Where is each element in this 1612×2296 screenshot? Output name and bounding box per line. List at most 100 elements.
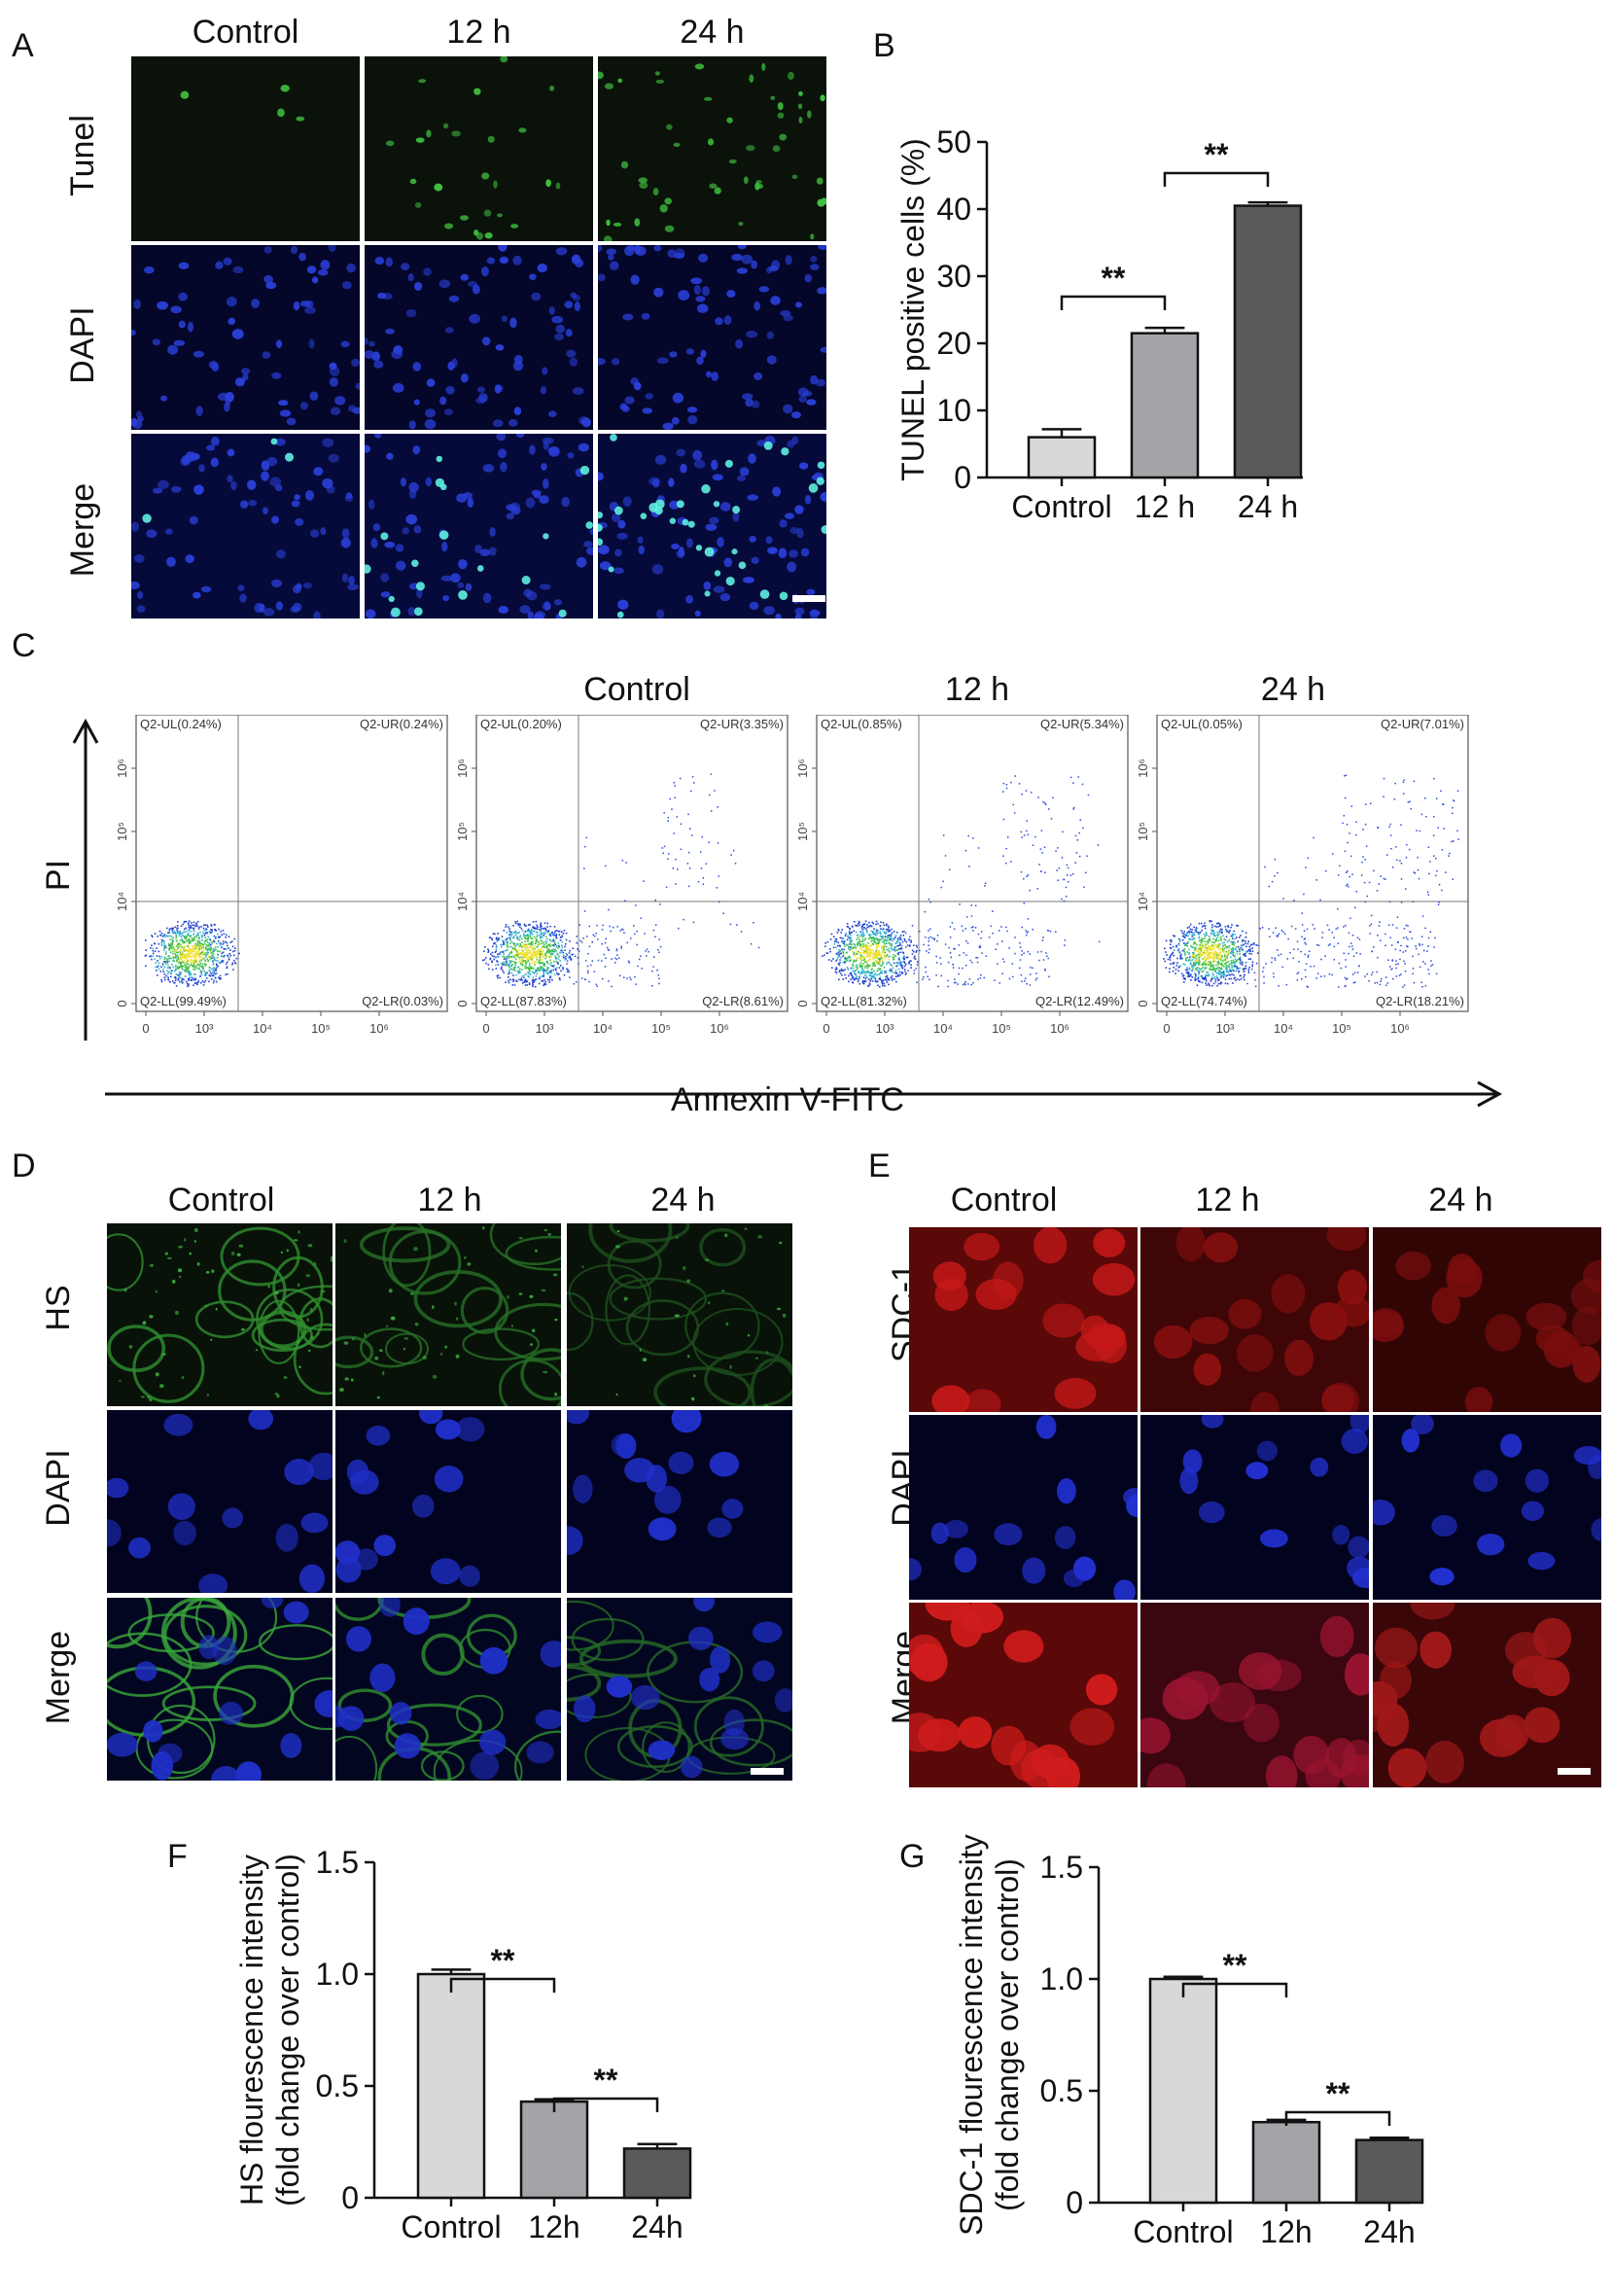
category-label: 12h: [1260, 2214, 1312, 2249]
quadrant-label-ul: Q2-UL(0.85%): [821, 717, 902, 731]
flow-y-tick: 0: [455, 1000, 470, 1007]
flow-y-tick: 10⁴: [455, 892, 470, 911]
flow-x-tick: 10⁵: [311, 1021, 331, 1036]
panel-a-col-12h: 12 h: [446, 14, 511, 51]
panel-a-micrograph: [131, 245, 360, 430]
flow-y-tick: 10⁶: [115, 759, 129, 778]
quadrant-label-ul: Q2-UL(0.05%): [1161, 717, 1243, 731]
flow-x-tick: 10³: [536, 1021, 554, 1036]
quadrant-label-lr: Q2-LR(0.03%): [362, 994, 443, 1008]
category-label: Control: [1011, 489, 1111, 524]
panel-a-col-control: Control: [192, 14, 299, 51]
quadrant-label-ll: Q2-LL(87.83%): [480, 994, 567, 1008]
significance-bracket: [1284, 2110, 1391, 2126]
panel-a-col-24h: 24 h: [680, 14, 745, 51]
scale-bar-a: [792, 595, 825, 602]
y-tick-label: 20: [936, 326, 971, 361]
quadrant-label-lr: Q2-LR(12.49%): [1035, 994, 1124, 1008]
scale-bar-d: [751, 1768, 784, 1775]
flow-x-tick: 10⁴: [593, 1021, 613, 1036]
panel-d-dapi-micrograph: [107, 1410, 333, 1593]
panel-e-col-12h: 12 h: [1195, 1182, 1260, 1219]
flow-y-tick: 10⁵: [455, 822, 470, 841]
quadrant-label-ur: Q2-UR(7.01%): [1381, 717, 1464, 731]
bar: [416, 1972, 486, 2200]
significance-label: **: [491, 1943, 515, 1978]
y-tick-label: 40: [936, 192, 971, 227]
panel-c-col-24h: 24 h: [1260, 671, 1326, 708]
panel-d-row-hs: HS: [40, 1285, 77, 1331]
scale-bar-e: [1558, 1768, 1591, 1775]
panel-label-b: B: [873, 27, 895, 64]
flow-x-tick: 0: [823, 1021, 829, 1036]
flow-x-tick: 10⁶: [1050, 1021, 1069, 1036]
panel-label-a: A: [12, 27, 34, 64]
flow-x-tick: 10⁴: [1274, 1021, 1293, 1036]
y-tick-label: 50: [936, 124, 971, 159]
flow-x-tick: 10⁶: [710, 1021, 729, 1036]
flow-x-tick: 10⁵: [651, 1021, 671, 1036]
significance-label: **: [1326, 2076, 1350, 2111]
y-tick-label: 1.0: [316, 1957, 359, 1992]
y-tick-label: 0: [1066, 2185, 1083, 2220]
significance-label: **: [1205, 137, 1229, 172]
significance-bracket: [1181, 1982, 1288, 1997]
panel-e-sdc1-micrograph: [1373, 1227, 1601, 1412]
flow-y-tick: 10⁵: [115, 822, 129, 841]
panel-a-micrograph: [365, 245, 593, 430]
flow-y-tick: 0: [115, 1000, 129, 1007]
panel-c-y-label: PI: [40, 859, 77, 892]
bar: [1027, 436, 1097, 479]
panel-d-col-24h: 24 h: [650, 1182, 716, 1219]
flow-y-tick: 10⁶: [455, 759, 470, 778]
y-axis-label: SDC-1 flourescence intensity: [954, 1834, 989, 2236]
panel-e-dapi-micrograph: [909, 1415, 1138, 1600]
panel-a-micrograph: [365, 56, 593, 241]
panel-b-bar-chart: 0 10 20 30 40 50 Control 12 h 24 h ** ** TUNEL posi…: [895, 124, 1303, 524]
flow-x-tick: 10⁶: [1390, 1021, 1410, 1036]
panel-label-f: F: [167, 1838, 188, 1875]
y-tick-label: 0.5: [316, 2068, 359, 2103]
category-label: 24h: [1363, 2214, 1415, 2249]
panel-label-g: G: [899, 1838, 926, 1875]
flow-plot: Q2-UL(0.20%) Q2-UR(3.35%) Q2-LL(87.83%) Q2-…: [455, 715, 788, 1036]
category-label: 12 h: [1135, 489, 1195, 524]
quadrant-label-ur: Q2-UR(0.24%): [360, 717, 443, 731]
significance-bracket: [552, 2097, 659, 2112]
panel-e-sdc1-micrograph: [909, 1227, 1138, 1412]
panel-label-c: C: [12, 627, 36, 664]
annexin-arrowhead-icon: [1477, 1080, 1503, 1108]
significance-label: **: [1223, 1948, 1247, 1983]
y-tick-label: 1.0: [1040, 1961, 1083, 1996]
panel-d-dapi-micrograph: [567, 1410, 792, 1593]
y-axis-label-2: (fold change over control): [270, 1854, 305, 2207]
flow-x-tick: 10³: [876, 1021, 894, 1036]
bar: [1251, 2120, 1321, 2205]
flow-x-tick: 10⁶: [369, 1021, 389, 1036]
bar: [1233, 204, 1303, 479]
flow-x-tick: 10³: [1216, 1021, 1235, 1036]
flow-x-tick: 0: [482, 1021, 489, 1036]
flow-y-tick: 10⁴: [115, 892, 129, 911]
panel-e-dapi-micrograph: [1373, 1415, 1601, 1600]
panel-f-bar-chart: 0 0.5 1.0 1.5 Control 12h 24h ** ** HS flourescen…: [234, 1845, 692, 2244]
y-tick-label: 30: [936, 259, 971, 294]
y-tick-label: 10: [936, 393, 971, 428]
significance-bracket: [1163, 171, 1270, 187]
flow-x-tick: 10⁴: [933, 1021, 953, 1036]
panel-a-row-dapi: DAPI: [64, 306, 101, 384]
panel-d-col-12h: 12 h: [417, 1182, 482, 1219]
category-label: 12h: [528, 2209, 579, 2244]
bar: [1354, 2138, 1424, 2205]
quadrant-label-ur: Q2-UR(3.35%): [700, 717, 784, 731]
panel-d-col-control: Control: [167, 1182, 275, 1219]
panel-e-dapi-micrograph: [1140, 1415, 1369, 1600]
y-tick-label: 1.5: [1040, 1850, 1083, 1885]
panel-e-merge-micrograph: [1140, 1603, 1369, 1787]
flow-y-tick: 0: [1136, 1000, 1150, 1007]
quadrant-label-ll: Q2-LL(74.74%): [1161, 994, 1247, 1008]
panel-g-bar-chart: 0 0.5 1.0 1.5 Control 12h 24h ** ** SDC-1 floures…: [954, 1834, 1424, 2249]
panel-c-col-control: Control: [583, 671, 690, 708]
category-label: Control: [401, 2209, 501, 2244]
panel-a-micrograph: [598, 56, 826, 241]
